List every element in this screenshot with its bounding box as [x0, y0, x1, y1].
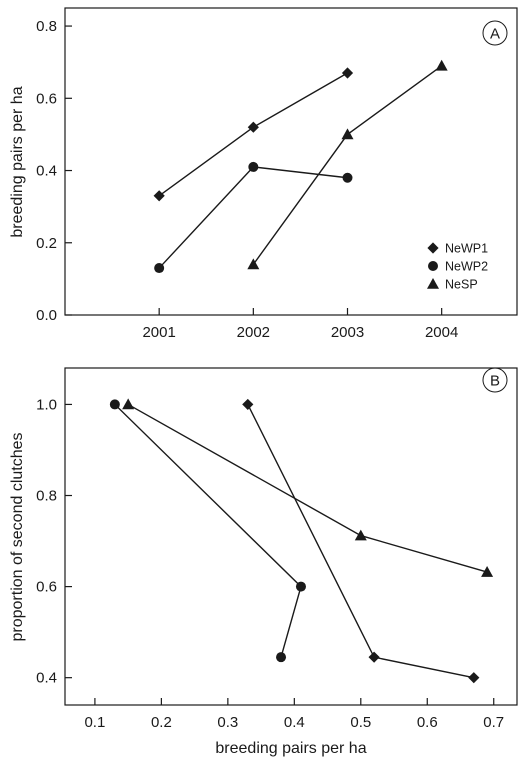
panel-a-xtick-label: 2002 — [237, 324, 270, 341]
panel-a-ylabel: breeding pairs per ha — [9, 86, 26, 237]
panel-b-xtick-label: 0.5 — [350, 714, 371, 731]
data-point-nesp — [341, 128, 354, 140]
data-point-newp1 — [247, 121, 259, 133]
panel-a-ticks: 2001 2002 2003 2004 0.0 0.2 0.4 0.6 0.8 — [36, 18, 458, 341]
data-point-newp2 — [295, 581, 306, 592]
panel-a-letter-circle — [482, 20, 508, 46]
data-point-newp2 — [248, 161, 259, 172]
legend-marker-newp2 — [428, 261, 438, 271]
panel-a: 2001 2002 2003 2004 0.0 0.2 0.4 0.6 0.8 breeding… — [9, 7, 518, 341]
legend-marker-nesp — [427, 278, 439, 289]
data-point-nesp — [122, 398, 135, 410]
series-line-newp1 — [158, 72, 348, 197]
panel-a-ytick-label: 0.4 — [36, 163, 57, 180]
panel-b-xtick-label: 0.4 — [284, 714, 305, 731]
series-line-nesp — [252, 65, 443, 265]
panel-b-ytick-label: 0.6 — [36, 579, 57, 596]
data-point-newp2 — [109, 399, 120, 410]
data-point-nesp — [481, 566, 494, 577]
data-point-nesp — [435, 59, 448, 71]
data-point-newp1 — [242, 398, 254, 411]
data-point-newp1 — [368, 651, 380, 663]
series-line-nesp — [127, 403, 488, 573]
data-point-newp2 — [154, 263, 165, 274]
panel-b-letter-circle — [482, 367, 508, 393]
panel-a-xtick-label: 2004 — [425, 324, 458, 341]
legend-marker-newp1 — [427, 242, 439, 254]
data-point-nesp — [354, 529, 367, 541]
panel-a-markers — [153, 59, 448, 274]
data-point-nesp — [247, 258, 260, 270]
data-point-newp1 — [468, 672, 480, 684]
panel-a-series-lines — [158, 65, 443, 269]
panel-a-xtick-label: 2001 — [142, 324, 175, 341]
panel-b-xtick-label: 0.7 — [483, 714, 504, 731]
panel-b-markers — [109, 398, 494, 684]
series-line-newp1 — [247, 404, 474, 679]
panel-b-ytick-label: 1.0 — [36, 396, 57, 413]
legend: NeWP1 NeWP2 NeSP — [427, 242, 488, 292]
data-point-newp2 — [342, 172, 353, 183]
panel-b-ytick-label: 0.4 — [36, 670, 57, 687]
panel-a-xtick-label: 2003 — [331, 324, 364, 341]
panel-b-frame — [64, 367, 518, 706]
panel-a-ytick-label: 0.2 — [36, 235, 57, 252]
panel-b-xtick-label: 0.1 — [84, 714, 105, 731]
panel-a-ytick-label: 0.0 — [36, 307, 57, 324]
panel-b-ticks: 0.1 0.2 0.3 0.4 0.5 0.6 0.7 0.4 0.6 0.8 1.0 — [36, 396, 504, 731]
panel-a-ytick-label: 0.6 — [36, 90, 57, 107]
panel-b-xtick-label: 0.3 — [217, 714, 238, 731]
panel-b-series-lines — [114, 403, 488, 679]
panel-a-letter: A — [490, 26, 500, 43]
panel-a-ytick-label: 0.8 — [36, 18, 57, 35]
data-point-newp1 — [153, 190, 165, 202]
panel-b-xtick-label: 0.2 — [151, 714, 172, 731]
panel-b-ytick-label: 0.8 — [36, 488, 57, 505]
series-line-newp2 — [114, 403, 302, 658]
panel-b-xtick-label: 0.6 — [417, 714, 438, 731]
data-point-newp1 — [341, 67, 354, 79]
data-point-newp2 — [276, 652, 287, 663]
legend-label-newp2: NeWP2 — [445, 260, 488, 274]
legend-label-nesp: NeSP — [445, 278, 478, 292]
panel-b: 0.1 0.2 0.3 0.4 0.5 0.6 0.7 0.4 0.6 0.8 1.0 propor… — [9, 367, 518, 757]
panel-b-xlabel: breeding pairs per ha — [215, 740, 366, 757]
series-line-newp2 — [158, 166, 348, 269]
legend-label-newp1: NeWP1 — [445, 242, 488, 256]
panel-a-frame — [64, 7, 518, 316]
panel-b-ylabel: proportion of second clutches — [9, 432, 26, 641]
panel-b-letter: B — [490, 373, 500, 390]
